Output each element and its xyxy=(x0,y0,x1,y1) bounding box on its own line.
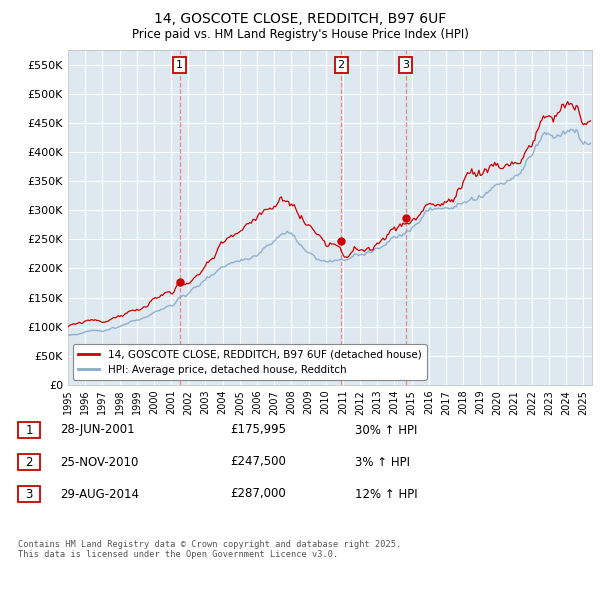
Text: 29-AUG-2014: 29-AUG-2014 xyxy=(60,487,139,500)
Text: 3: 3 xyxy=(402,60,409,70)
Text: 3: 3 xyxy=(25,487,32,500)
Text: 2: 2 xyxy=(25,455,33,468)
Text: Price paid vs. HM Land Registry's House Price Index (HPI): Price paid vs. HM Land Registry's House … xyxy=(131,28,469,41)
Text: 3% ↑ HPI: 3% ↑ HPI xyxy=(355,455,410,468)
Text: £247,500: £247,500 xyxy=(230,455,286,468)
Legend: 14, GOSCOTE CLOSE, REDDITCH, B97 6UF (detached house), HPI: Average price, detac: 14, GOSCOTE CLOSE, REDDITCH, B97 6UF (de… xyxy=(73,344,427,380)
Text: 12% ↑ HPI: 12% ↑ HPI xyxy=(355,487,418,500)
Text: 25-NOV-2010: 25-NOV-2010 xyxy=(60,455,139,468)
Text: 1: 1 xyxy=(25,424,33,437)
Text: 30% ↑ HPI: 30% ↑ HPI xyxy=(355,424,418,437)
Text: 1: 1 xyxy=(176,60,183,70)
Text: 2: 2 xyxy=(338,60,345,70)
Text: 14, GOSCOTE CLOSE, REDDITCH, B97 6UF: 14, GOSCOTE CLOSE, REDDITCH, B97 6UF xyxy=(154,12,446,26)
Text: 28-JUN-2001: 28-JUN-2001 xyxy=(60,424,134,437)
Text: £175,995: £175,995 xyxy=(230,424,286,437)
Text: £287,000: £287,000 xyxy=(230,487,286,500)
Text: Contains HM Land Registry data © Crown copyright and database right 2025.
This d: Contains HM Land Registry data © Crown c… xyxy=(18,540,401,559)
